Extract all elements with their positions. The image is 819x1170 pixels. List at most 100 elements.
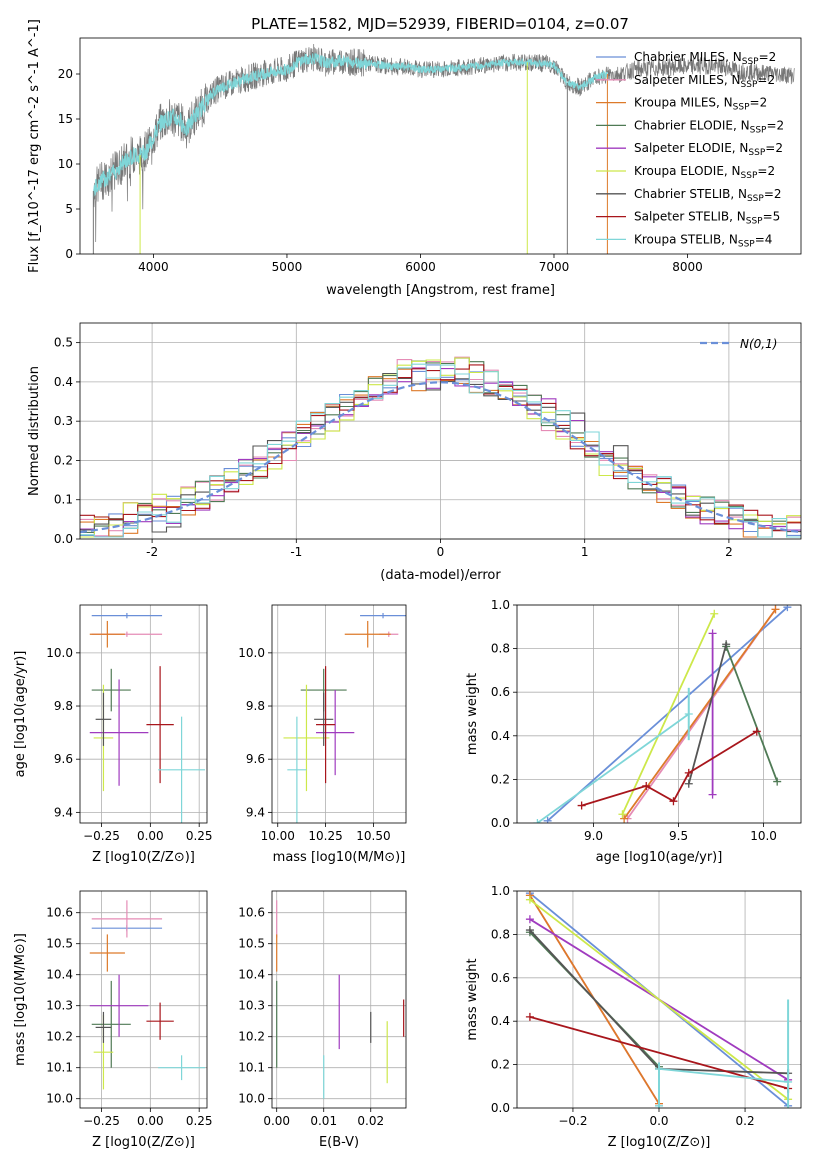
histogram-series [80,363,801,538]
weight-marker [525,915,534,924]
errorbar-point [316,690,355,776]
errorbar-point [146,1002,174,1040]
y-tick-label: 10.2 [46,1030,73,1044]
x-tick-label: 0.25 [186,829,213,843]
y-tick-label: 15 [58,112,73,126]
spectrum-y-axis-label: Flux [f_λ10^-17 erg cm^-2 s^-1 A^-1] [27,19,42,273]
spectrum-model-line [92,52,608,198]
y-tick-label: 0.0 [491,816,510,830]
y-tick-label: 10 [58,157,73,171]
mass-vs-metallicity-panel: −0.25 0.00 0.25 10.0 10.1 10.2 10.3 10.4 10.5 10.… [13,890,213,1150]
mass-vs-Z-frame [79,890,208,1109]
y-tick-label: 9.4 [246,805,265,819]
weight-vs-age-x-axis-label: age [log10(age/yr)] [596,850,723,865]
errorbar-point [95,1011,112,1043]
y-tick-label: 10.2 [238,1030,265,1044]
x-tick-label: 10.00 [261,829,295,843]
x-tick-label: 0.01 [310,1114,337,1128]
y-tick-label: 5 [65,202,73,216]
errorbar-point [344,620,391,648]
y-tick-label: 10.0 [46,646,73,660]
x-tick-label: −0.2 [558,1114,587,1128]
weight-line [529,898,789,1101]
weight-marker [773,777,782,786]
weight-marker [710,609,719,618]
y-tick-label: 10.3 [46,999,73,1013]
weight-marker [525,1012,534,1021]
y-tick-label: 10.4 [46,968,73,982]
spectrum-plot-area [92,43,795,254]
mass-vs-ebv-frame [271,890,407,1109]
y-tick-label: 1.0 [491,884,510,898]
weight-series [722,642,782,786]
weight-series [533,687,693,823]
legend-label: Kroupa MILES, NSSP=2 [634,96,767,113]
age-vs-Z-frame [79,604,208,824]
errorbar-point [89,934,125,972]
residuals-y-axis-label: Normed distribution [27,366,42,496]
weight-marker [752,727,761,736]
weight-marker [642,781,651,790]
legend-label: Salpeter ELODIE, NSSP=2 [634,141,783,158]
weight-line [687,643,728,785]
legend-label-sub: SSP [742,57,759,67]
legend-label-sub: SSP [741,80,758,90]
x-tick-label: 2 [725,545,733,559]
errorbar-point [314,692,334,746]
mass-vs-Z-plot-area [89,900,206,1090]
age-vs-mass-x-axis-label: mass [log10(M/M⊙)] [273,850,406,865]
weight-marker [783,605,792,612]
weight-marker [525,895,534,904]
y-tick-label: 0.8 [491,927,510,941]
y-tick-label: 0.3 [54,414,73,428]
x-tick-label: 5000 [272,260,303,274]
y-tick-label: 10.0 [238,1092,265,1106]
mass-vs-ebv-panel: 0.00 0.01 0.02 10.0 10.1 10.2 10.3 10.4 10.5 10.6… [238,890,407,1150]
x-tick-label: 10.0 [750,829,777,843]
histogram-series [80,372,801,538]
age-vs-metallicity-panel: −0.25 0.00 0.25 9.4 9.6 9.8 10.0 Z [log10(Z/Z⊙)… [13,604,213,865]
y-tick-label: 10.0 [238,646,265,660]
weight-vs-age-y-axis-label: mass weight [465,673,480,755]
legend-label: Salpeter STELIB, NSSP=5 [634,210,780,227]
x-tick-label: 7000 [539,260,570,274]
weight-vs-age-frame [516,604,802,824]
legend-label-base: Chabrier STELIB, N [634,187,747,201]
y-tick-label: 9.6 [246,752,265,766]
legend-label-tail: =2 [766,118,784,132]
x-tick-label: 10.50 [356,829,390,843]
y-tick-label: 10.1 [46,1061,73,1075]
weight-line [536,713,690,823]
weight-line [658,1067,789,1106]
legend-label-base: Chabrier ELODIE, N [634,118,750,132]
legend-label: Chabrier STELIB, NSSP=2 [634,187,782,204]
y-tick-label: 0 [65,247,73,261]
weight-marker [722,640,731,649]
weight-series [577,727,761,810]
residuals-x-axis-label: (data-model)/error [380,568,501,583]
errorbar-point [91,900,163,938]
weight-series [708,629,717,799]
y-tick-label: 0.4 [491,729,510,743]
y-tick-label: 0.6 [491,971,510,985]
legend-label: N(0,1) [740,337,777,351]
weight-marker [771,605,780,614]
legend-label-tail: =2 [757,164,775,178]
y-tick-label: 10.1 [238,1061,265,1075]
errorbar-point [91,980,131,1068]
x-tick-label: 0.00 [137,829,164,843]
legend-label-tail: =2 [765,141,783,155]
weight-marker [525,926,534,935]
legend-label-base: Salpeter STELIB, N [634,210,746,224]
legend-label-sub: SSP [738,239,755,249]
y-tick-label: 0.6 [491,685,510,699]
legend-label-tail: =5 [763,210,781,224]
legend-label-base: Kroupa STELIB, N [634,232,738,246]
weight-marker [618,810,627,819]
weight-vs-Z-plot-area [525,891,793,1108]
weight-series [623,605,780,823]
age-vs-Z-x-axis-label: Z [log10(Z/Z⊙)] [92,850,195,865]
x-tick-label: 10.25 [308,829,342,843]
legend-label: Kroupa STELIB, NSSP=4 [634,232,772,249]
